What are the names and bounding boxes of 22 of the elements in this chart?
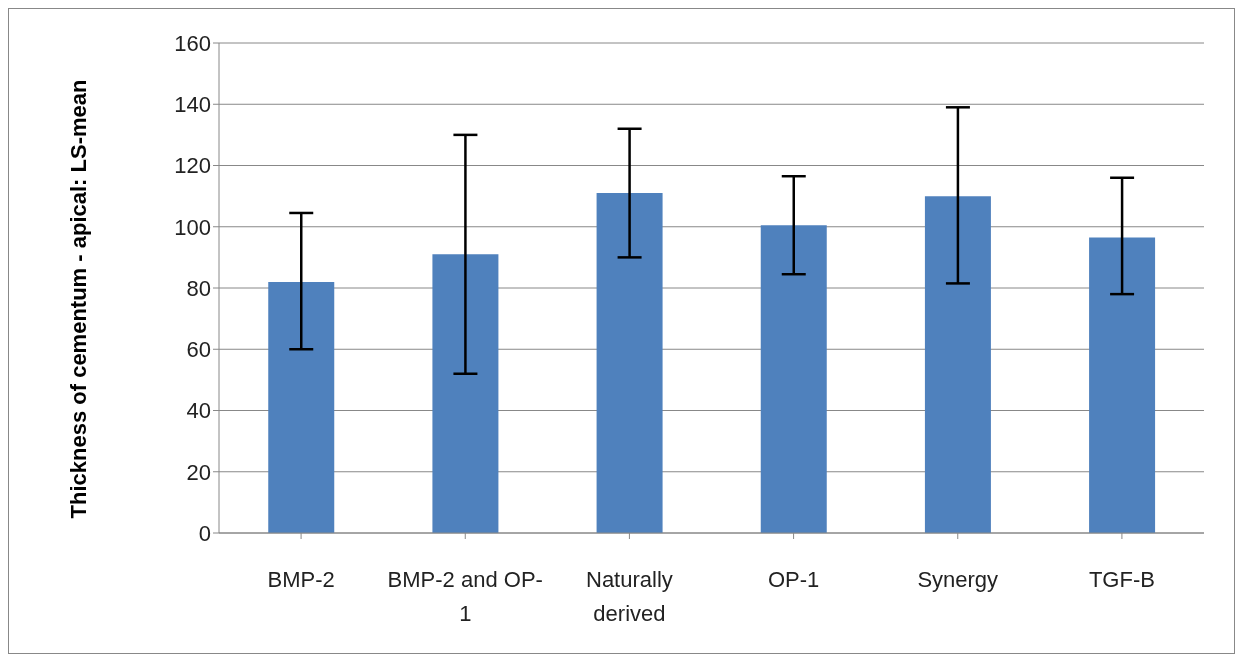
y-tick-label: 20 [186, 459, 211, 485]
x-tick-label: BMP-2 and OP-1 [386, 566, 544, 628]
x-tick-label: Synergy [916, 566, 1000, 594]
bar [924, 196, 991, 533]
y-tick-label: 140 [174, 92, 211, 118]
y-tick-label: 0 [198, 520, 211, 546]
x-tick-label: TGF-B [1087, 566, 1156, 594]
y-axis-title: Thickness of cementum - apical: LS-mean [65, 78, 92, 521]
y-tick-label: 160 [174, 30, 211, 56]
bar [1089, 237, 1156, 533]
bar [268, 281, 335, 533]
x-tick-label: OP-1 [766, 566, 821, 594]
bar [760, 225, 827, 533]
y-tick-label: 80 [186, 275, 211, 301]
y-tick-label: 100 [174, 214, 211, 240]
x-tick-label: Naturally derived [585, 566, 674, 628]
y-tick-label: 120 [174, 153, 211, 179]
bar [596, 193, 663, 533]
y-tick-label: 60 [186, 337, 211, 363]
bar [432, 254, 499, 533]
y-tick-label: 40 [186, 398, 211, 424]
x-tick-label: BMP-2 [266, 566, 336, 594]
